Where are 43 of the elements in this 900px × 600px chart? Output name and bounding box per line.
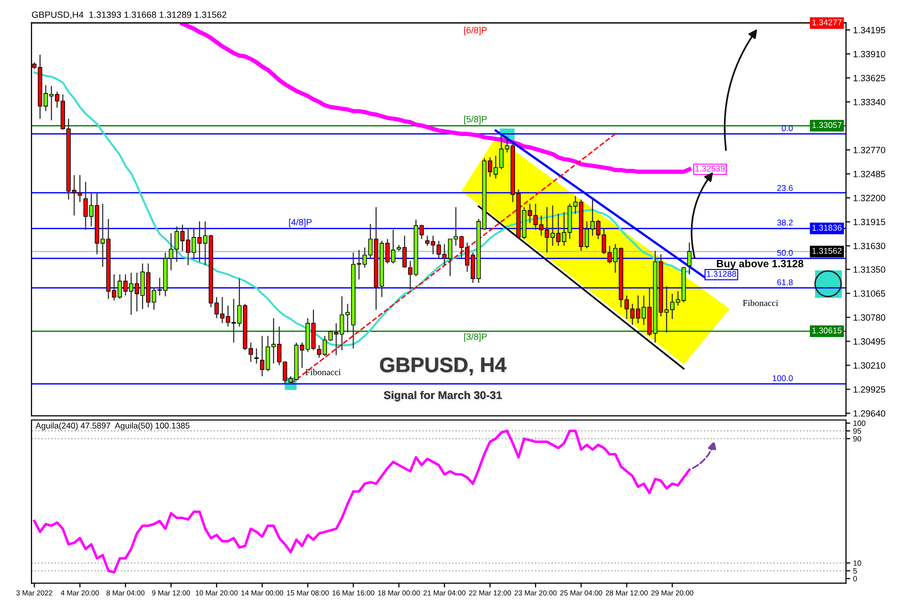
annotation: [3/8]P (464, 333, 487, 342)
y-tick-label: 1.31915 (854, 218, 886, 226)
y-tick-label: 1.32485 (854, 170, 886, 178)
y-tick-label: 1.30780 (854, 314, 886, 321)
y-tick-label: 1.33625 (854, 74, 886, 82)
y-tick-label: 1.31065 (854, 290, 886, 297)
annotation: [6/8]P (464, 26, 487, 36)
data-label: 1.31288 (706, 270, 736, 277)
annotation: GBPUSD, H4 (380, 358, 508, 377)
annotation: Fibonacci (306, 368, 341, 376)
y-tick-label: 1.33910 (854, 50, 886, 58)
annotation: Buy above 1.3128 (716, 260, 804, 270)
annotation: Fibonacci (742, 300, 778, 306)
annotation: 50.0 (777, 250, 793, 256)
y-tick-label: 1.29640 (854, 410, 886, 417)
chart-title: Aguila(240) 47.5897 Aguila(50) 100.1385 (36, 422, 190, 430)
annotation: 1.33057 (812, 122, 842, 128)
candlestick (254, 348, 259, 364)
annotation: [5/8]P (464, 116, 487, 124)
annotation: [4/8]P (289, 218, 312, 228)
data-label: 1.32539 (696, 166, 725, 172)
annotation: 1.31836 (812, 224, 842, 231)
y-tick-label: 1.32200 (854, 194, 886, 202)
annotation: 61.8 (777, 279, 793, 286)
annotation: 1.31562 (812, 248, 842, 254)
y-tick-label: 1.34195 (854, 26, 886, 34)
annotation: Signal for March 30-31 (384, 390, 504, 403)
chart-title: GBPUSD,H4 1.31393 1.31668 1.31289 1.31562 (32, 11, 226, 19)
candlestick (687, 242, 692, 276)
y-tick-label: 1.32770 (854, 146, 886, 154)
y-tick-label: 1.30210 (854, 362, 886, 369)
annotation: 1.34277 (812, 19, 842, 26)
annotation: 38.2 (777, 220, 793, 226)
annotation: 0.0 (782, 125, 793, 132)
line-series (33, 430, 691, 574)
annotation: 100.0 (772, 375, 793, 382)
y-tick-label: 1.31630 (854, 242, 886, 250)
y-tick-label: 1.30495 (854, 338, 886, 345)
y-tick-label: 1.29925 (854, 386, 886, 393)
annotation: 23.6 (777, 185, 793, 191)
annotation: 1.30615 (812, 328, 842, 334)
y-tick-label: 1.33340 (854, 98, 886, 106)
y-tick-label: 1.31350 (854, 266, 886, 273)
